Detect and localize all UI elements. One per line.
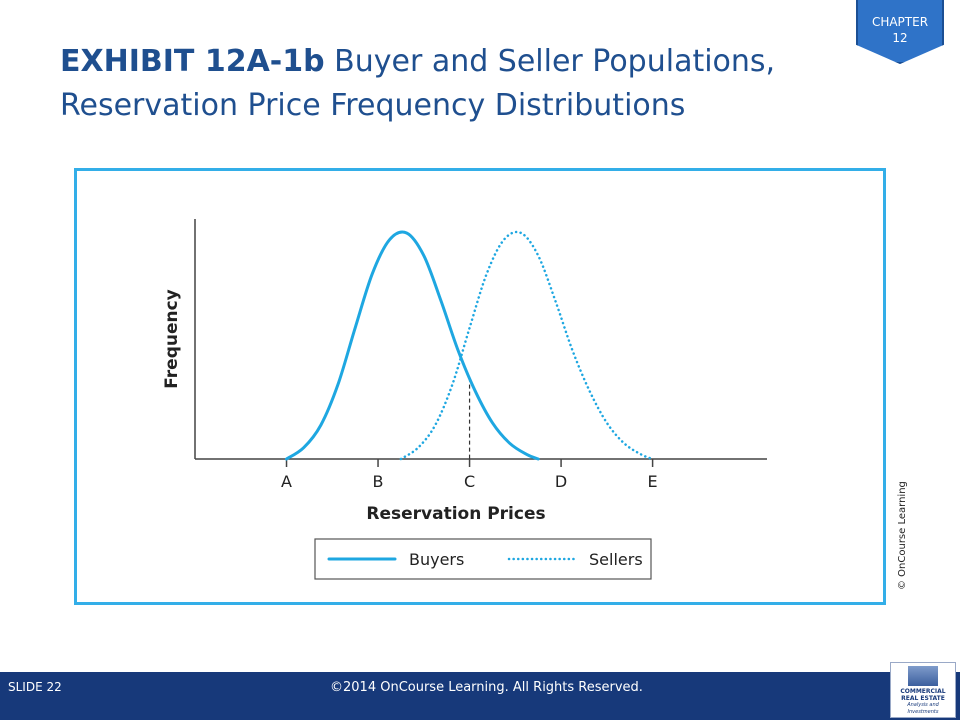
- chapter-number: 12: [892, 31, 908, 45]
- legend-label-buyers: Buyers: [409, 550, 464, 569]
- x-tick-label-c: C: [464, 472, 475, 491]
- building-logo-icon: [908, 666, 938, 686]
- chapter-badge: CHAPTER 12: [856, 0, 944, 64]
- publisher-logo: COMMERCIAL REAL ESTATE Analysis and Inve…: [890, 662, 956, 718]
- x-tick-label-e: E: [648, 472, 658, 491]
- slide-number: SLIDE 22: [8, 680, 62, 694]
- x-tick-label-d: D: [555, 472, 567, 491]
- x-axis-label: Reservation Prices: [366, 504, 545, 524]
- exhibit-caption: Buyer and Seller Populations, Reservatio…: [60, 44, 776, 123]
- legend-label-sellers: Sellers: [589, 550, 643, 569]
- logo-line-3: Analysis and Investments: [907, 702, 939, 715]
- series-line-buyers: [285, 230, 540, 461]
- logo-line-2: REAL ESTATE: [901, 695, 945, 702]
- exhibit-number: EXHIBIT 12A-1b: [60, 44, 325, 79]
- logo-line-1: COMMERCIAL: [900, 688, 946, 695]
- series-line-sellers: [399, 230, 654, 461]
- image-credit: © OnCourse Learning: [897, 481, 908, 590]
- x-tick-label-a: A: [281, 472, 292, 491]
- figure-frame: Frequency A B C D E Reservation Prices Buyers Se…: [74, 168, 886, 605]
- footer-copyright: ©2014 OnCourse Learning. All Rights Rese…: [330, 680, 643, 695]
- distribution-chart: Frequency A B C D E Reservation Prices Buyers Se…: [162, 219, 767, 580]
- x-tick-label-b: B: [373, 472, 384, 491]
- slide-title: EXHIBIT 12A-1b Buyer and Seller Populati…: [60, 40, 860, 128]
- footer-bar: SLIDE 22 ©2014 OnCourse Learning. All Ri…: [0, 672, 960, 720]
- chapter-label: CHAPTER: [871, 15, 929, 29]
- y-axis-label: Frequency: [162, 289, 182, 389]
